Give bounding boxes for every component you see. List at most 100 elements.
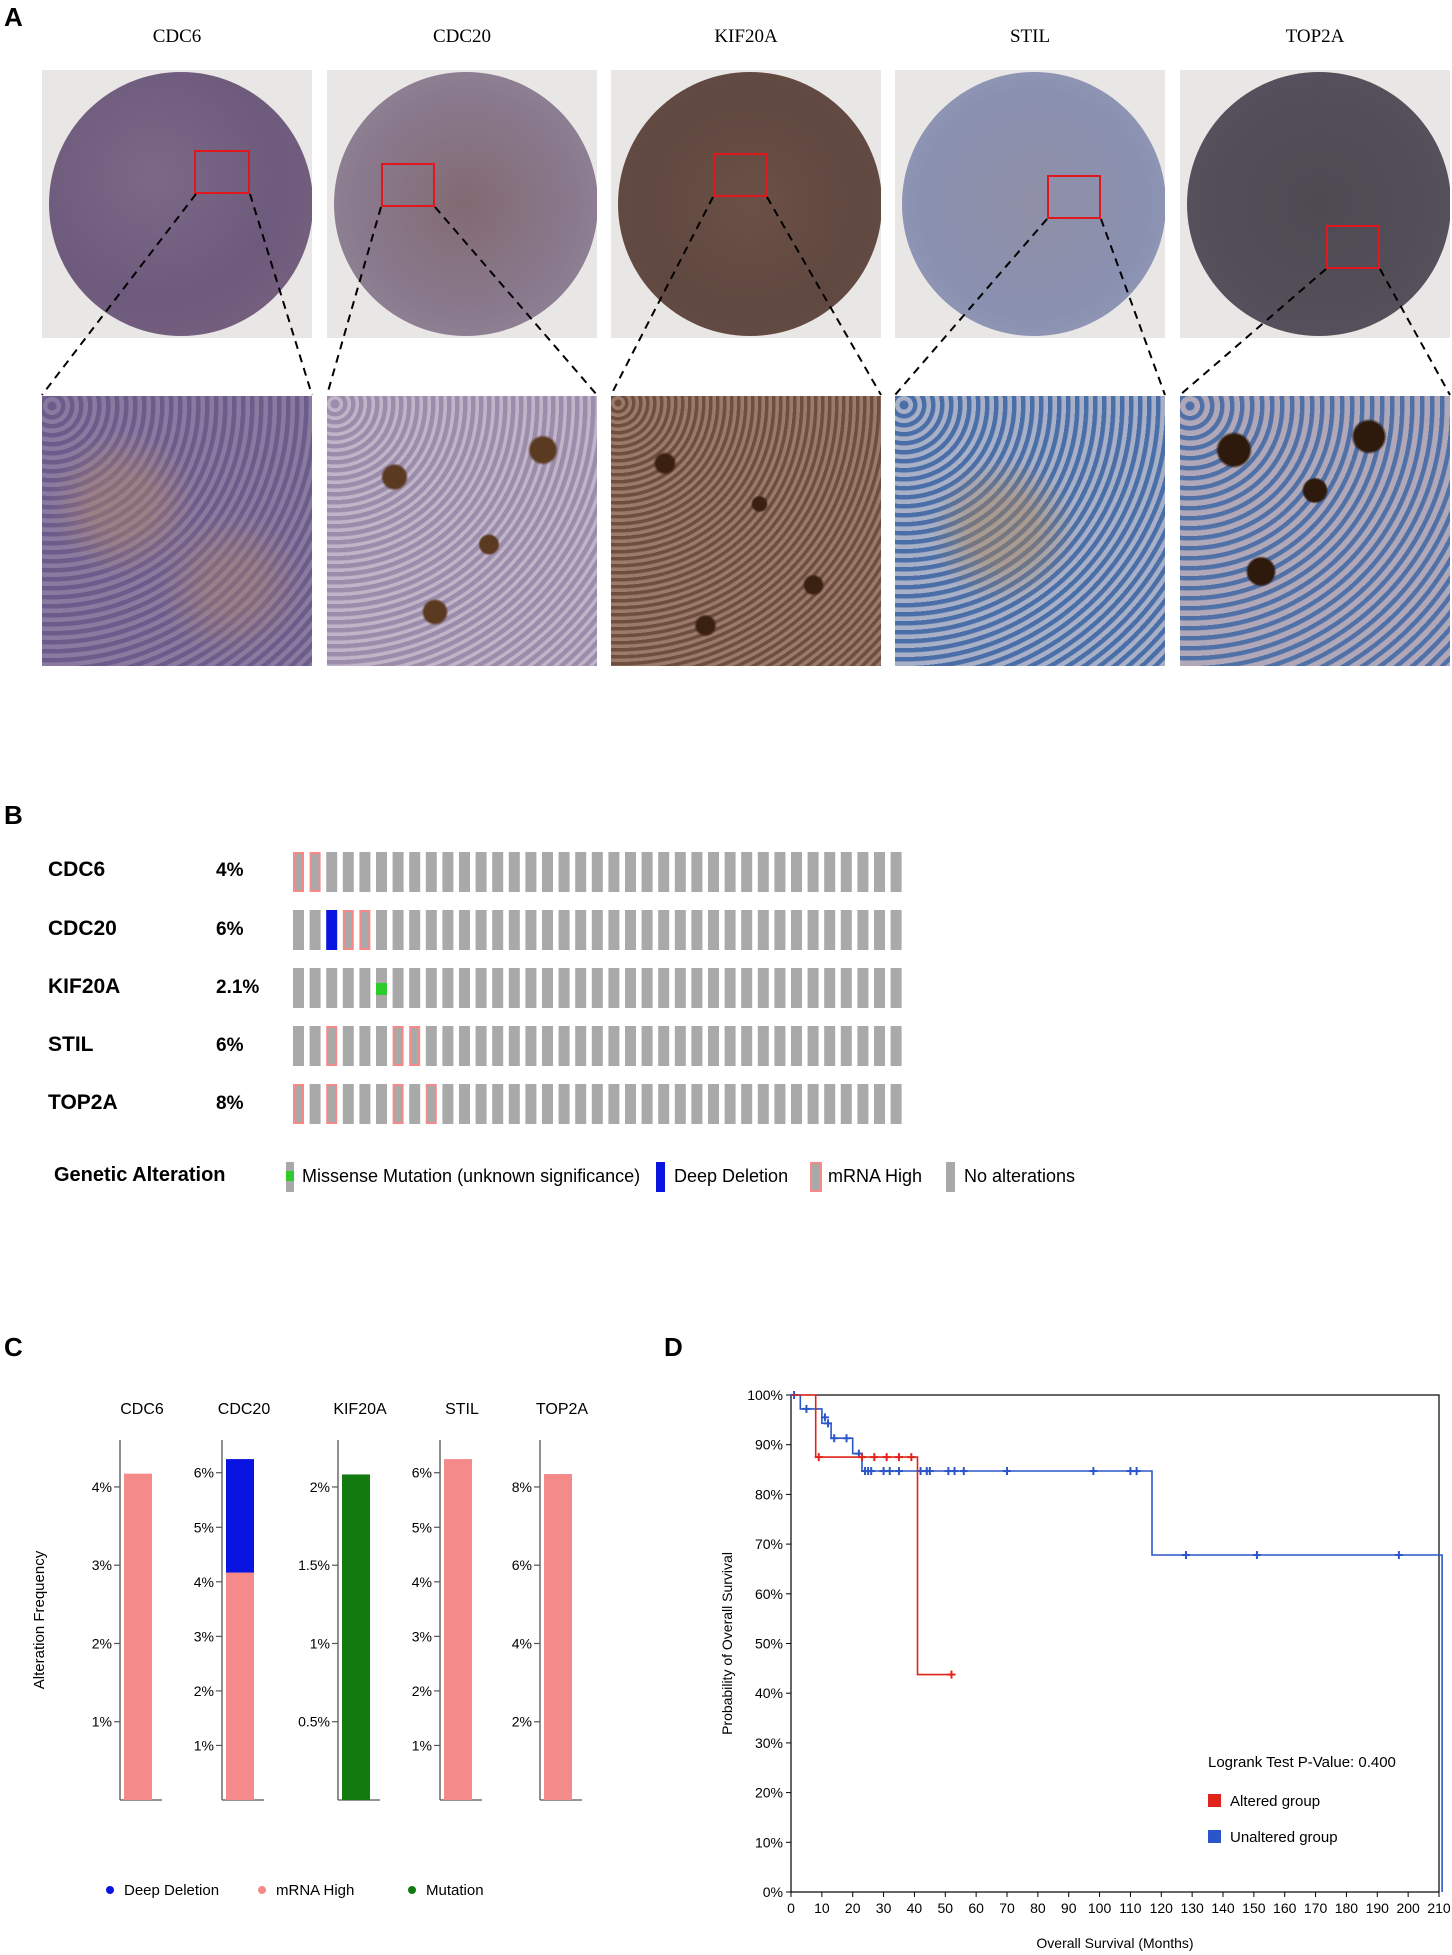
chart-c-legend-label: mRNA High [276,1882,354,1899]
chart-d-censor-mark [857,1453,866,1462]
oncoprint-cell [542,910,553,950]
oncoprint-cell [425,968,437,1008]
chart-d-y-tick-label: 20% [755,1785,783,1801]
oncoprint-cell [691,1026,703,1066]
oncoprint-cell [409,968,421,1008]
gene-title-kif20a: KIF20A [714,26,778,47]
zoom-region-box [1047,175,1101,219]
chart-c-gene-title: CDC20 [218,1401,271,1418]
chart-d-y-tick-label: 10% [755,1834,783,1850]
oncoprint-cell [492,968,504,1008]
oncoprint-cell [658,968,670,1008]
chart-c-tick-label: 1% [310,1635,330,1651]
oncoprint-cell-mrna-high [392,1084,404,1124]
oncoprint-cell [691,968,703,1008]
oncoprint-cell-mrna-high [309,852,321,892]
chart-d-y-tick-label: 90% [755,1437,783,1453]
chart-d-censor-mark [870,1453,879,1462]
chart-d-censor-mark [907,1453,916,1462]
oncoprint-cell [824,1026,836,1066]
chart-c-tick-label: 2% [92,1635,112,1651]
oncoprint-cell [392,968,404,1008]
chart-d-y-tick-label: 30% [755,1735,783,1751]
oncoprint-cell [641,968,653,1008]
oncoprint-cell [558,852,570,892]
oncoprint-cell [342,1084,354,1124]
chart-c-tick-label: 6% [194,1465,214,1481]
legend-swatch-missense [286,1162,294,1192]
oncoprint-cell [774,1084,786,1124]
legend-mrna-high-label: mRNA High [828,1166,923,1186]
chart-d-x-tick-label: 160 [1273,1900,1297,1916]
oncoprint-cell [807,1084,819,1124]
chart-c-bar-segment [544,1474,572,1800]
oncoprint-cell [309,1026,321,1066]
oncoprint-cell [840,1084,852,1124]
chart-d-x-tick-label: 110 [1119,1900,1142,1916]
oncoprint-cell [475,968,487,1008]
oncoprint-cell [575,910,587,950]
chart-c-bar-segment [124,1473,152,1800]
chart-c-tick-label: 4% [194,1574,214,1590]
tissue-core-image-cdc20 [327,70,597,338]
chart-d-censor-mark [1394,1551,1403,1560]
chart-d-x-tick-label: 90 [1061,1900,1077,1916]
chart-c-tick-label: 2% [310,1479,330,1495]
chart-d-x-tick-label: 80 [1030,1900,1046,1916]
oncoprint-cell [508,968,520,1008]
oncoprint-cell [293,1026,304,1066]
oncoprint-cell [741,852,753,892]
chart-d-censor-mark [820,1413,829,1422]
legend-swatch-mrna-high [810,1162,822,1192]
oncoprint-cell [857,852,869,892]
chart-d-censor-mark [882,1453,891,1462]
oncoprint-cell [874,968,885,1008]
chart-d-censor-mark [947,1670,956,1679]
chart-d-y-tick-label: 0% [763,1884,783,1900]
chart-c-tick-label: 2% [412,1683,432,1699]
gene-title-stil: STIL [1009,26,1051,47]
oncoprint-cell [840,968,852,1008]
oncoprint-gene-percent: 8% [216,1093,244,1114]
oncoprint-cell [409,1084,421,1124]
oncoprint-cell [840,852,852,892]
oncoprint-cell [774,1026,786,1066]
oncoprint-cell [708,1026,719,1066]
chart-d-x-tick-label: 70 [999,1900,1015,1916]
oncoprint-cell [625,910,636,950]
oncoprint-cell [376,910,387,950]
oncoprint-cell-mrna-high [293,1084,304,1124]
oncoprint-cell [459,1084,470,1124]
chart-d-censor-mark [802,1404,811,1413]
chart-d-censor-mark [1089,1467,1098,1476]
oncoprint-cell [641,852,653,892]
oncoprint-cell [575,1084,587,1124]
oncoprint-cell [641,910,653,950]
legend-no-alterations-label: No alterations [964,1166,1076,1186]
chart-d-ylabel: Probability of Overall Survival [719,1552,735,1735]
chart-d-censor-mark [895,1453,903,1462]
oncoprint-cell [774,852,786,892]
alteration-frequency-chart: Alteration Frequency CDC6 1% 2% 3% 4% CDC20 1% 2… [31,1401,589,1899]
oncoprint-cell [807,968,819,1008]
oncoprint-cell-deep-deletion [326,910,338,950]
chart-c-ylabel: Alteration Frequency [31,1550,48,1689]
oncoprint-gene-percent: 4% [216,860,244,881]
oncoprint-cell [442,910,454,950]
oncoprint-cell [575,852,587,892]
oncoprint-cell-mrna-high [326,1026,338,1066]
oncoprint-cell [409,910,421,950]
chart-c-tick-label: 3% [412,1628,432,1644]
oncoprint-cell [890,1026,902,1066]
chart-d-censor-mark [1252,1551,1261,1560]
chart-c-gene-title: KIF20A [333,1401,387,1418]
chart-c-bar-segment [226,1572,254,1800]
chart-c-gene-title: TOP2A [536,1401,589,1418]
chart-c-tick-label: 0.5% [298,1714,330,1730]
chart-c-tick-label: 6% [412,1465,432,1481]
oncoprint-cell [342,1026,354,1066]
oncoprint-cell [359,852,371,892]
oncoprint-cell-mrna-high [342,910,354,950]
chart-d-x-tick-label: 10 [814,1900,830,1916]
oncoprint-gene-percent: 2.1% [216,977,260,998]
